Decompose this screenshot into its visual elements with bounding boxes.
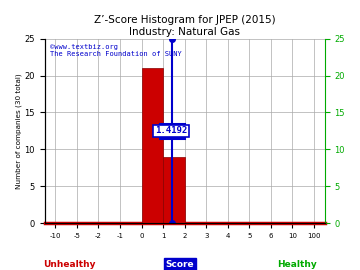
Text: Unhealthy: Unhealthy [43,260,96,269]
Bar [141,68,163,223]
Text: Score: Score [166,260,194,269]
Title: Z’-Score Histogram for JPEP (2015)
Industry: Natural Gas: Z’-Score Histogram for JPEP (2015) Indus… [94,15,275,37]
Text: Healthy: Healthy [277,260,317,269]
Text: ©www.textbiz.org
The Research Foundation of SUNY: ©www.textbiz.org The Research Foundation… [50,44,182,57]
Y-axis label: Number of companies (30 total): Number of companies (30 total) [15,73,22,189]
Text: 1.4192: 1.4192 [155,126,187,136]
Bar [163,157,185,223]
